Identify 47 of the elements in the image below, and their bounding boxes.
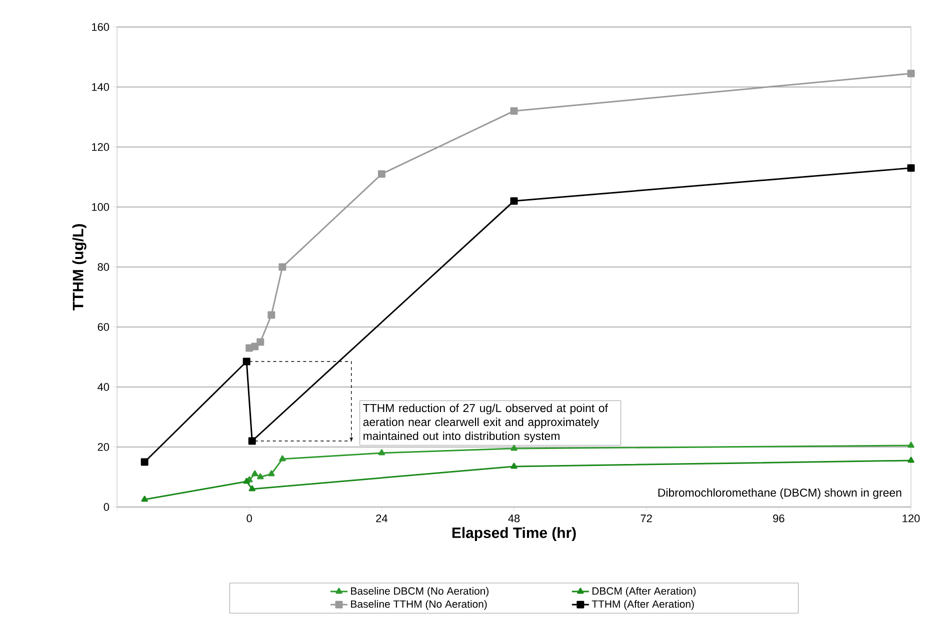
point bbox=[907, 164, 915, 172]
point bbox=[908, 442, 914, 448]
x-tick-label: 120 bbox=[902, 514, 920, 522]
y-tick-label: 100 bbox=[92, 203, 110, 211]
legend-label: Baseline DBCM (No Aeration) bbox=[351, 587, 488, 597]
annotation: TTHM reduction of 27 ug/L observed at point of aeration near clearwell exit and approximately maintained out into distribution system bbox=[363, 404, 608, 442]
y-tick-label: 120 bbox=[92, 143, 110, 151]
point bbox=[140, 458, 148, 466]
y-tick-label: 20 bbox=[98, 443, 110, 451]
legend-label: Baseline TTHM (No Aeration) bbox=[351, 600, 487, 610]
y-tick-label: 140 bbox=[92, 83, 110, 91]
y-tick-label: 80 bbox=[98, 263, 110, 271]
point bbox=[510, 462, 518, 469]
legend-label: DBCM (After Aeration) bbox=[592, 587, 696, 597]
point bbox=[248, 437, 256, 445]
y-axis-title: TTHM (ug/L) bbox=[72, 224, 86, 310]
point bbox=[279, 455, 286, 462]
point bbox=[243, 478, 250, 484]
point bbox=[248, 485, 256, 492]
point bbox=[908, 456, 914, 463]
x-tick-label: 24 bbox=[376, 514, 388, 522]
point bbox=[257, 473, 264, 480]
annotation: Dibromochloromethane (DBCM) shown in green bbox=[658, 488, 902, 499]
y-tick-label: 160 bbox=[92, 23, 110, 31]
point bbox=[268, 470, 275, 476]
point bbox=[278, 263, 286, 271]
point bbox=[242, 358, 250, 366]
point bbox=[510, 107, 518, 115]
point bbox=[256, 338, 264, 346]
point bbox=[378, 170, 386, 178]
point bbox=[510, 197, 518, 205]
x-tick-label: 72 bbox=[640, 514, 652, 522]
point bbox=[251, 342, 259, 350]
point bbox=[141, 496, 148, 502]
x-tick-label: 0 bbox=[246, 514, 252, 522]
x-tick-label: 96 bbox=[773, 514, 784, 522]
legend-label: TTHM (After Aeration) bbox=[592, 600, 694, 610]
point bbox=[268, 311, 276, 319]
point bbox=[378, 449, 386, 456]
point bbox=[907, 70, 915, 78]
y-tick-label: 40 bbox=[98, 383, 110, 391]
x-tick-label: 48 bbox=[508, 514, 520, 522]
y-tick-label: 60 bbox=[98, 323, 110, 331]
point bbox=[510, 444, 518, 451]
y-tick-label: 0 bbox=[104, 503, 110, 511]
point bbox=[252, 470, 258, 476]
x-axis-title: Elapsed Time (hr) bbox=[452, 527, 576, 542]
